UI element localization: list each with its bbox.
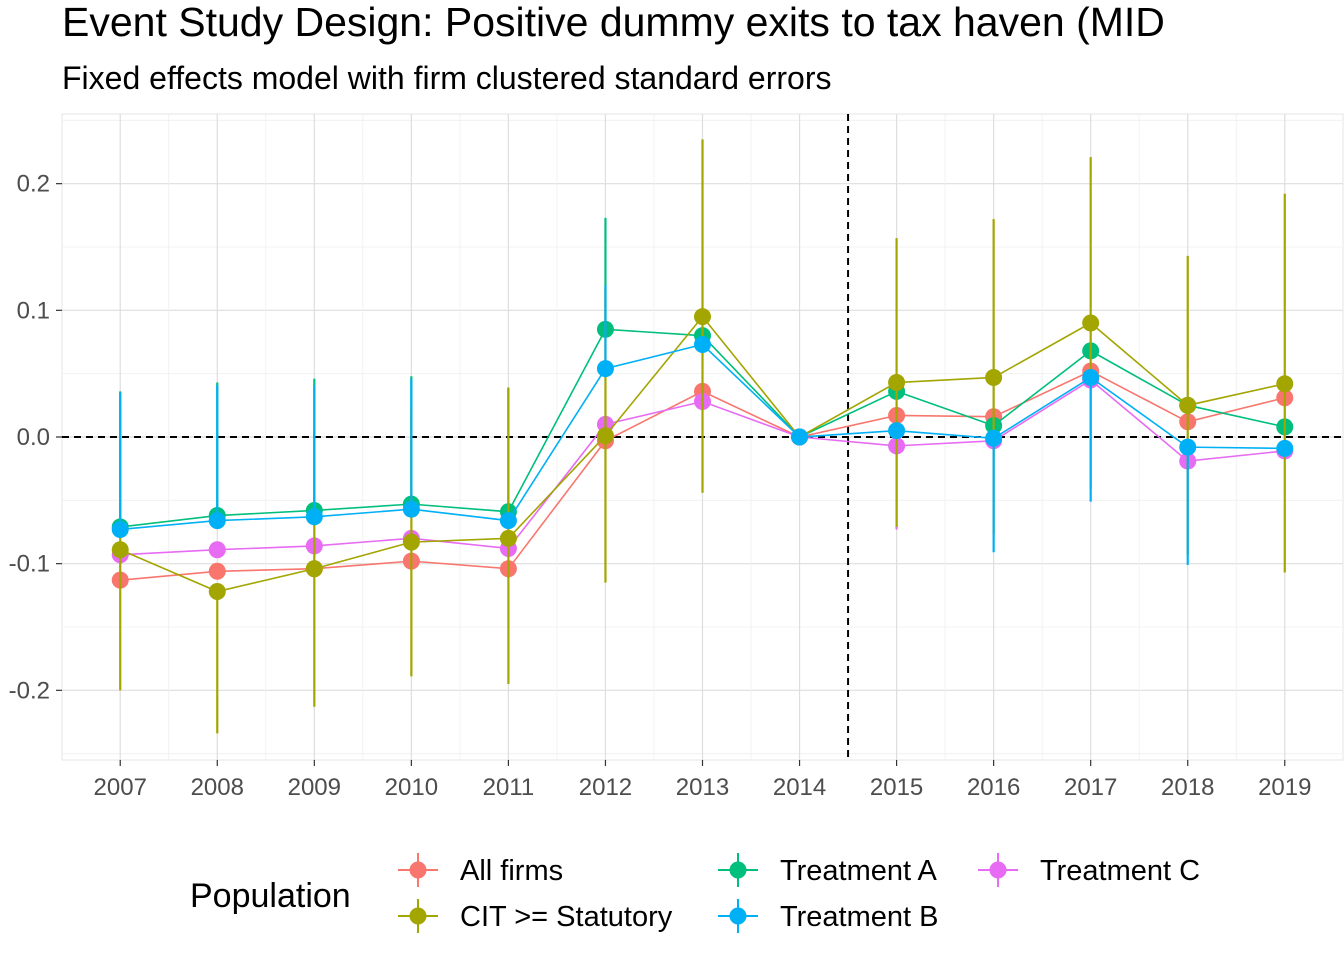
x-tick-label: 2009 [288,774,341,801]
y-tick-label: -0.2 [9,677,50,704]
y-tick-label: 0.1 [17,297,50,324]
data-point [499,529,517,547]
data-point [402,533,420,551]
data-point [208,583,226,601]
data-point [1082,314,1100,332]
data-point [596,427,614,445]
data-point [208,512,226,530]
y-tick-label: -0.1 [9,551,50,578]
data-point [305,560,323,578]
data-point [111,541,129,559]
x-tick-label: 2014 [773,774,826,801]
legend-item: Treatment C [978,853,1200,887]
y-tick-label: 0.2 [17,171,50,198]
data-point [402,500,420,518]
data-point [1179,438,1197,456]
data-point [1276,375,1294,393]
legend-title: Population [190,877,351,915]
legend-label: Treatment C [1040,855,1200,887]
x-tick-label: 2010 [385,774,438,801]
y-tick-label: 0.0 [17,424,50,451]
legend-item: Treatment A [718,853,938,887]
legend-label: Treatment A [780,855,938,887]
data-point [888,374,906,392]
chart-subtitle: Fixed effects model with firm clustered … [62,60,831,96]
data-point [694,308,711,326]
x-tick-label: 2013 [676,774,729,801]
data-point [985,429,1003,447]
x-tick-label: 2011 [483,774,535,801]
data-point [888,422,906,440]
x-tick-label: 2008 [191,774,244,801]
data-point [111,520,129,538]
data-point [596,360,614,378]
data-point [985,368,1003,386]
data-point [791,428,809,446]
legend-item: CIT >= Statutory [398,899,673,933]
x-tick-label: 2019 [1258,774,1311,801]
x-tick-label: 2018 [1161,774,1214,801]
chart-title: Event Study Design: Positive dummy exits… [62,0,1165,45]
legend-key-point [409,907,427,925]
legend-label: CIT >= Statutory [460,901,673,933]
legend: Population All firms CIT >= Statutory Trea… [190,853,1200,933]
data-point [499,512,517,530]
x-tick-label: 2015 [870,774,923,801]
x-tick-label: 2012 [579,774,632,801]
series-layer [111,139,1294,734]
data-point [208,562,226,580]
data-point [1082,368,1100,386]
legend-key-point [729,861,747,879]
legend-key-point [989,861,1007,879]
x-tick-label: 2016 [967,774,1020,801]
legend-label: All firms [460,855,563,887]
data-point [1276,439,1294,457]
data-point [305,508,323,526]
axes: -0.2 -0.1 0.0 0.1 0.2 2007 2008 2009 2010 2011 201… [9,171,1312,801]
legend-item: All firms [398,853,563,887]
series-4 [111,285,1294,565]
legend-key-point [729,907,747,925]
x-tick-label: 2007 [94,774,147,801]
legend-key-point [409,861,427,879]
legend-label: Treatment B [780,901,938,933]
legend-item: Treatment B [718,899,938,933]
data-point [1179,396,1197,414]
data-point [694,336,711,354]
x-tick-label: 2017 [1064,774,1117,801]
data-point [208,541,226,559]
